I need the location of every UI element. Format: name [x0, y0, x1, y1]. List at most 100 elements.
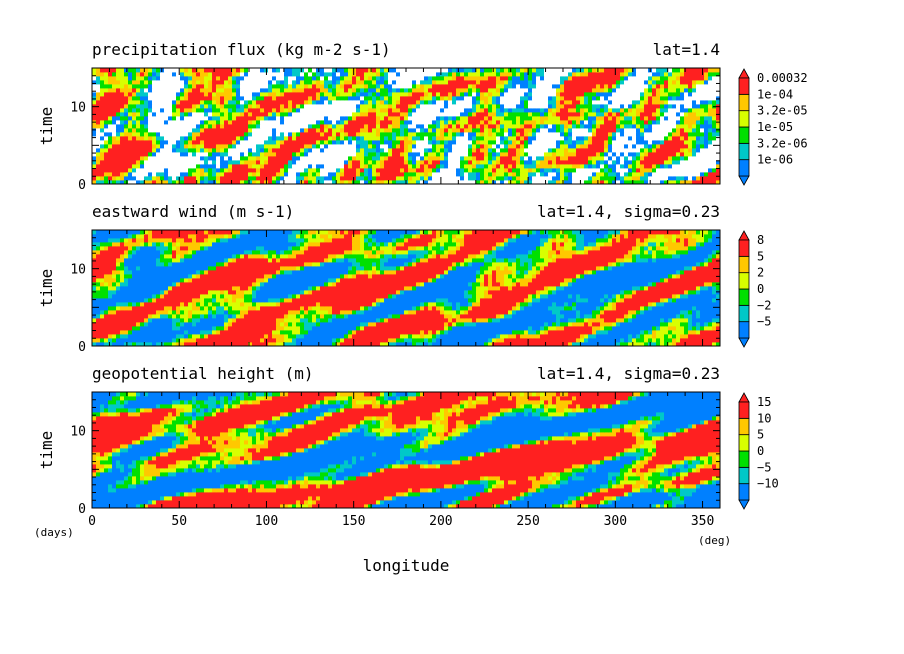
- heatmap-cell: [504, 140, 509, 145]
- heatmap-cell: [436, 104, 441, 109]
- heatmap-cell: [252, 152, 257, 157]
- heatmap-cell: [464, 168, 469, 173]
- heatmap-cell: [704, 144, 709, 149]
- heatmap-cell: [640, 120, 645, 125]
- heatmap-cell: [116, 88, 121, 93]
- heatmap-cell: [496, 72, 501, 77]
- heatmap-cell: [264, 96, 269, 101]
- heatmap-cell: [284, 128, 289, 133]
- heatmap-cell: [412, 68, 417, 73]
- heatmap-cell: [388, 128, 393, 133]
- heatmap-cell: [132, 96, 137, 101]
- heatmap-cell: [668, 92, 673, 97]
- heatmap-cell: [536, 104, 541, 109]
- heatmap-cell: [416, 124, 421, 129]
- heatmap-cell: [344, 112, 349, 117]
- heatmap-cell: [644, 180, 649, 185]
- heatmap-cell: [532, 128, 537, 133]
- heatmap-cell: [144, 88, 149, 93]
- heatmap-cell: [620, 160, 625, 165]
- heatmap-cell: [280, 96, 285, 101]
- heatmap-cell: [160, 124, 165, 129]
- heatmap-cell: [496, 120, 501, 125]
- heatmap-cell: [488, 160, 493, 165]
- heatmap-cell: [236, 176, 241, 181]
- heatmap-cell: [332, 156, 337, 161]
- heatmap-cell: [560, 76, 565, 81]
- heatmap-cell: [168, 80, 173, 85]
- heatmap-cell: [188, 92, 193, 97]
- heatmap-cell: [564, 342, 569, 347]
- heatmap-cell: [592, 338, 597, 343]
- heatmap-cell: [304, 84, 309, 89]
- heatmap-cell: [504, 108, 509, 113]
- heatmap-cell: [340, 180, 345, 185]
- heatmap-cell: [696, 116, 701, 121]
- heatmap-cell: [388, 76, 393, 81]
- heatmap-cell: [528, 144, 533, 149]
- heatmap-cell: [640, 72, 645, 77]
- colorbar-segment: [738, 77, 750, 95]
- heatmap-cell: [472, 68, 477, 73]
- heatmap-cell: [592, 156, 597, 161]
- colorbar-segment: [738, 159, 750, 177]
- heatmap-cell: [316, 116, 321, 121]
- heatmap-cell: [408, 148, 413, 153]
- heatmap-cell: [328, 140, 333, 145]
- heatmap-cell: [228, 342, 233, 347]
- heatmap-cell: [572, 342, 577, 347]
- heatmap-cell: [568, 116, 573, 121]
- heatmap-cell: [484, 100, 489, 105]
- heatmap-cell: [152, 88, 157, 93]
- heatmap-cell: [348, 120, 353, 125]
- heatmap-cell: [596, 124, 601, 129]
- heatmap-cell: [692, 160, 697, 165]
- heatmap-cell: [572, 132, 577, 137]
- heatmap-cell: [452, 96, 457, 101]
- heatmap-cell: [112, 112, 117, 117]
- heatmap-cell: [428, 136, 433, 141]
- heatmap-cell: [624, 112, 629, 117]
- heatmap-cell: [528, 152, 533, 157]
- heatmap-cell: [476, 164, 481, 169]
- heatmap-cell: [104, 116, 109, 121]
- heatmap-cell: [564, 100, 569, 105]
- heatmap-cell: [216, 132, 221, 137]
- heatmap-cell: [396, 108, 401, 113]
- heatmap-cell: [524, 80, 529, 85]
- heatmap-cell: [104, 342, 109, 347]
- heatmap-cell: [336, 176, 341, 181]
- heatmap-cell: [592, 104, 597, 109]
- heatmap-cell: [392, 76, 397, 81]
- heatmap-cell: [348, 144, 353, 149]
- heatmap-cell: [288, 132, 293, 137]
- heatmap-cell: [472, 84, 477, 89]
- heatmap-cell: [436, 136, 441, 141]
- heatmap-cell: [612, 128, 617, 133]
- heatmap-cell: [96, 148, 101, 153]
- heatmap-cell: [672, 92, 677, 97]
- heatmap-cell: [404, 168, 409, 173]
- heatmap-cell: [332, 116, 337, 121]
- heatmap-cell: [140, 124, 145, 129]
- heatmap-cell: [340, 342, 345, 347]
- heatmap-cell: [644, 160, 649, 165]
- heatmap-cell: [708, 108, 713, 113]
- heatmap-cell: [424, 124, 429, 129]
- heatmap-cell: [612, 168, 617, 173]
- heatmap-cell: [312, 112, 317, 117]
- heatmap-cell: [620, 76, 625, 81]
- heatmap-cell: [492, 80, 497, 85]
- heatmap-cell: [536, 108, 541, 113]
- heatmap-cell: [140, 132, 145, 137]
- heatmap-cell: [288, 72, 293, 77]
- heatmap-cell: [132, 152, 137, 157]
- heatmap-cell: [92, 72, 97, 77]
- heatmap-cell: [500, 84, 505, 89]
- heatmap-cell: [572, 108, 577, 113]
- heatmap-cell: [556, 136, 561, 141]
- heatmap-cell: [504, 156, 509, 161]
- heatmap-cell: [128, 136, 133, 141]
- heatmap-cell: [404, 72, 409, 77]
- heatmap-cell: [236, 124, 241, 129]
